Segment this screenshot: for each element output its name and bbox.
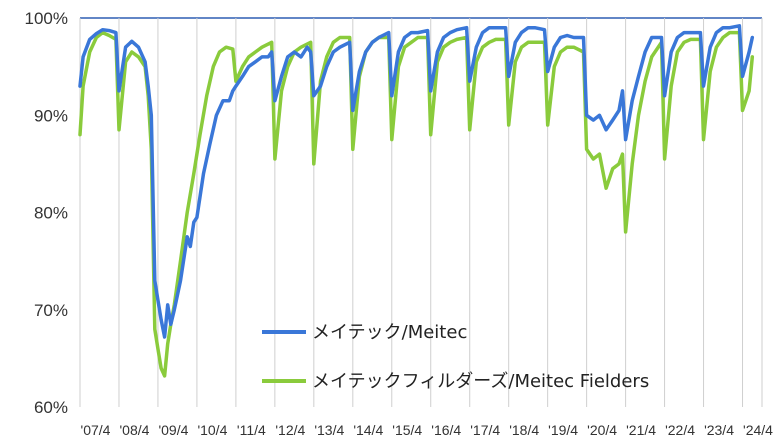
legend-item-meitec-fielders: メイテックフィルダーズ/Meitec Fielders xyxy=(262,371,649,392)
x-tick-label: '16/4 xyxy=(431,422,461,438)
legend-label: メイテックフィルダーズ/Meitec Fielders xyxy=(312,371,649,392)
x-tick-label: '09/4 xyxy=(158,422,188,438)
x-tick-label: '24/4 xyxy=(743,422,773,438)
x-tick-label: '07/4 xyxy=(81,422,111,438)
x-tick-label: '13/4 xyxy=(314,422,344,438)
x-tick-label: '19/4 xyxy=(548,422,578,438)
series-lines xyxy=(78,24,755,378)
x-tick-label: '22/4 xyxy=(665,422,695,438)
legend-label: メイテック/Meitec xyxy=(312,322,467,343)
series-line-meitec-fielders xyxy=(78,30,755,378)
legend: メイテック/Meitec メイテックフィルダーズ/Meitec Fielders xyxy=(262,322,649,392)
x-tick-label: '10/4 xyxy=(197,422,227,438)
gridlines xyxy=(79,17,763,407)
axes: 60% 70% 80% 90% 100% '07/4 '08/4 '09/4 '10/4 '11/… xyxy=(25,9,773,438)
legend-item-meitec: メイテック/Meitec xyxy=(262,322,467,343)
y-tick-label: 60% xyxy=(34,398,68,417)
x-tick-label: '18/4 xyxy=(509,422,539,438)
y-tick-label: 70% xyxy=(34,301,68,320)
x-tick-label: '21/4 xyxy=(626,422,656,438)
x-tick-label: '17/4 xyxy=(470,422,500,438)
x-tick-label: '15/4 xyxy=(392,422,422,438)
x-tick-label: '08/4 xyxy=(119,422,149,438)
x-tick-label: '11/4 xyxy=(237,422,266,438)
x-tick-label: '14/4 xyxy=(353,422,383,438)
x-tick-label: '23/4 xyxy=(704,422,734,438)
series-line-meitec xyxy=(78,24,755,339)
y-tick-label: 90% xyxy=(34,106,68,125)
x-tick-label: '20/4 xyxy=(587,422,617,438)
y-tick-label: 80% xyxy=(34,204,68,223)
y-tick-label: 100% xyxy=(25,9,68,28)
x-tick-label: '12/4 xyxy=(275,422,305,438)
